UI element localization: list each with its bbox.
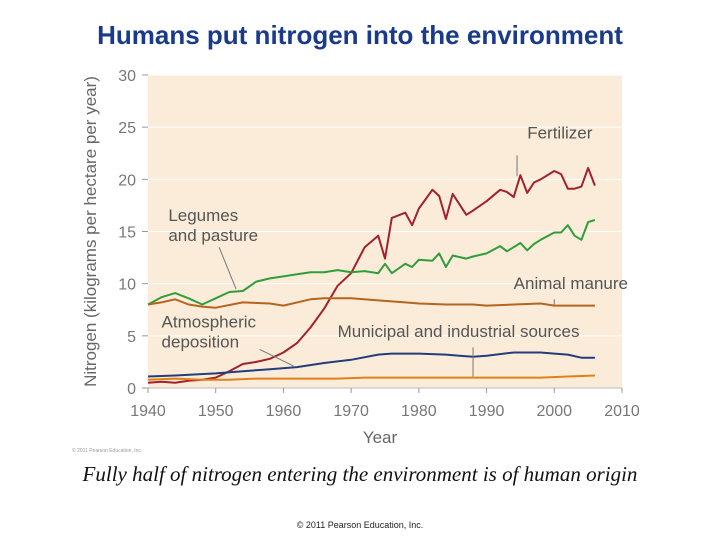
slide-caption: Fully half of nitrogen entering the envi… <box>82 462 638 486</box>
x-tick-label: 1940 <box>130 403 166 420</box>
series-label: Municipal and industrial sources <box>338 322 580 341</box>
atmospheric-deposition-line <box>147 374 595 381</box>
nitrogen-line-chart: 0 5 10 15 20 25 30 1940 1950 1960 1970 1980 1990 200… <box>72 68 640 454</box>
fertilizer-line <box>147 166 596 384</box>
x-tick-label: 1980 <box>401 403 437 420</box>
series-label: Fertilizer <box>527 124 593 143</box>
x-axis-ticks: 1940 1950 1960 1970 1980 1990 2000 2010 <box>130 387 640 420</box>
label-leader-line <box>218 246 237 290</box>
chart-credit: © 2011 Pearson Education, Inc. <box>72 447 142 454</box>
x-tick-label: 2000 <box>536 403 572 420</box>
x-axis-label: Year <box>363 428 398 447</box>
slide-footer: © 2011 Pearson Education, Inc. <box>296 520 424 530</box>
x-tick-label: 1990 <box>469 403 505 420</box>
y-tick-label: 10 <box>118 277 136 294</box>
x-tick-label: 1960 <box>266 403 302 420</box>
series-label: Legumes and pasture <box>168 206 258 245</box>
series-label: Animal manure <box>514 274 628 293</box>
animal-manure-line <box>147 297 595 309</box>
x-tick-label: 1950 <box>198 403 234 420</box>
y-tick-label: 20 <box>118 172 136 189</box>
label-leader-line <box>259 348 294 367</box>
y-axis-label: Nitrogen (kilograms per hectare per year… <box>81 76 100 387</box>
y-tick-label: 15 <box>118 225 136 242</box>
x-tick-label: 2010 <box>604 403 640 420</box>
x-tick-label: 1970 <box>333 403 369 420</box>
municipal-and-industrial-sources-line <box>147 351 595 378</box>
y-axis-ticks: 0 5 10 15 20 25 30 <box>118 68 148 398</box>
gridlines <box>148 74 622 337</box>
series-label: Atmospheric deposition <box>162 312 257 351</box>
y-tick-label: 0 <box>127 381 136 398</box>
y-tick-label: 30 <box>118 68 136 85</box>
series-lines <box>147 166 596 384</box>
slide-title: Humans put nitrogen into the environment <box>97 20 623 50</box>
y-tick-label: 25 <box>118 120 136 137</box>
y-tick-label: 5 <box>127 329 136 346</box>
legumes-and-pasture-line <box>147 219 596 306</box>
series-labels: Fertilizer Legumes and pasture Animal manur… <box>162 124 628 377</box>
